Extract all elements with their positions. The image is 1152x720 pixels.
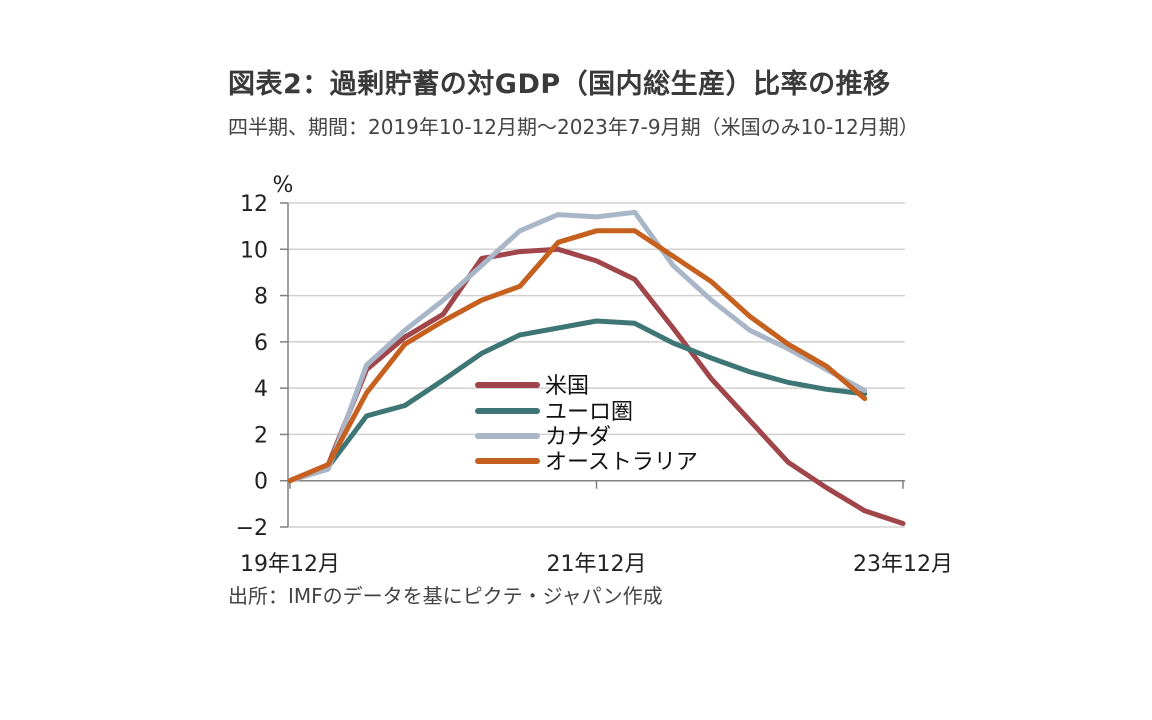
legend-label-us: 米国 [545,374,589,399]
chart-subtitle: 四半期、期間：2019年10-12月期～2023年7-9月期（米国のみ10-12… [228,115,919,139]
legend-label-australia: オーストラリア [545,450,698,475]
series-line-us [287,246,906,526]
x-tick-label: 19年12月 [240,552,340,577]
y-tick-label: 2 [254,423,268,448]
series-line-canada [287,209,868,484]
y-tick-label: 0 [254,470,268,495]
y-tick-label: 10 [240,238,268,263]
chart-title: 図表2：過剰貯蓄の対GDP（国内総生産）比率の推移 [228,69,891,100]
y-tick-label: 4 [254,377,268,402]
x-tick-label: 23年12月 [853,552,953,577]
series-line-euro [287,318,868,484]
y-tick-label: 12 [240,192,268,217]
y-tick-label: 8 [254,285,268,310]
source-note: 出所：IMFのデータを基にピクテ・ジャパン作成 [228,584,663,608]
x-tick-label: 21年12月 [547,552,647,577]
legend-label-euro: ユーロ圏 [545,400,633,425]
y-tick-label: 6 [254,331,268,356]
y-unit-label: % [273,173,294,198]
legend-label-canada: カナダ [545,425,611,450]
series-line-australia [287,228,868,484]
y-tick-label: −2 [236,516,268,541]
